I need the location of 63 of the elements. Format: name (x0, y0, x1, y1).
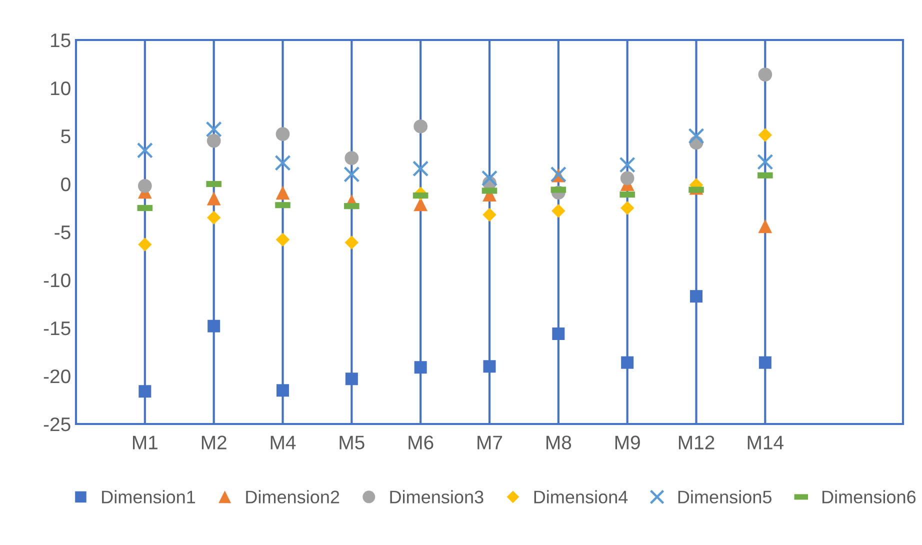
legend-label: Dimension4 (534, 490, 628, 504)
point (483, 360, 496, 373)
point (412, 160, 429, 177)
y-tick-label: -15 (44, 322, 70, 336)
point (758, 68, 772, 82)
point (274, 154, 291, 171)
point (414, 197, 428, 212)
point (414, 361, 427, 374)
point (138, 178, 152, 193)
y-tick-label: 5 (61, 130, 70, 144)
point (276, 186, 290, 200)
y-tick-label: -20 (44, 369, 70, 384)
legend-label: Dimension6 (822, 490, 916, 504)
point (344, 151, 359, 166)
point (757, 154, 774, 170)
legend-label: Dimension5 (678, 490, 772, 504)
point (208, 320, 220, 332)
x-tick-label: M12 (678, 436, 714, 450)
x-tick-label: M7 (478, 436, 502, 450)
point (758, 356, 772, 369)
point (276, 232, 290, 247)
point (620, 201, 634, 215)
point (206, 121, 222, 138)
point (345, 372, 358, 386)
point (619, 156, 636, 173)
x-tick-label: M5 (340, 436, 364, 450)
point (758, 128, 772, 142)
point (552, 328, 565, 340)
x-tick-label: M14 (748, 436, 784, 450)
point (138, 238, 152, 252)
point (276, 127, 290, 142)
point (136, 142, 153, 158)
y-tick-label: -25 (44, 417, 70, 432)
y-tick-label: -5 (54, 226, 70, 240)
point (138, 385, 152, 398)
y-tick-label: 10 (50, 81, 70, 96)
point (414, 119, 428, 134)
point (758, 219, 772, 234)
point (206, 134, 221, 148)
point (482, 208, 496, 222)
y-tick-label: 0 (61, 177, 70, 192)
legend-label: Dimension1 (102, 490, 196, 504)
y-tick-label: 15 (50, 34, 70, 48)
x-tick-label: M2 (202, 436, 226, 450)
x-tick-label: M1 (133, 436, 158, 450)
point (276, 384, 289, 397)
point (344, 166, 360, 182)
x-tick-label: M9 (615, 436, 640, 450)
x-tick-label: M6 (408, 436, 434, 450)
legend-label: Dimension3 (390, 490, 484, 504)
point (206, 191, 221, 206)
point (481, 170, 498, 186)
x-tick-label: M8 (546, 436, 572, 450)
point (344, 236, 359, 250)
legend-label: Dimension2 (246, 490, 340, 504)
y-tick-label: -10 (44, 273, 70, 288)
point (552, 204, 566, 218)
x-tick-label: M4 (270, 436, 296, 450)
point (690, 290, 702, 303)
point (620, 171, 634, 186)
point (206, 210, 221, 224)
point (688, 128, 704, 144)
point (621, 356, 634, 369)
